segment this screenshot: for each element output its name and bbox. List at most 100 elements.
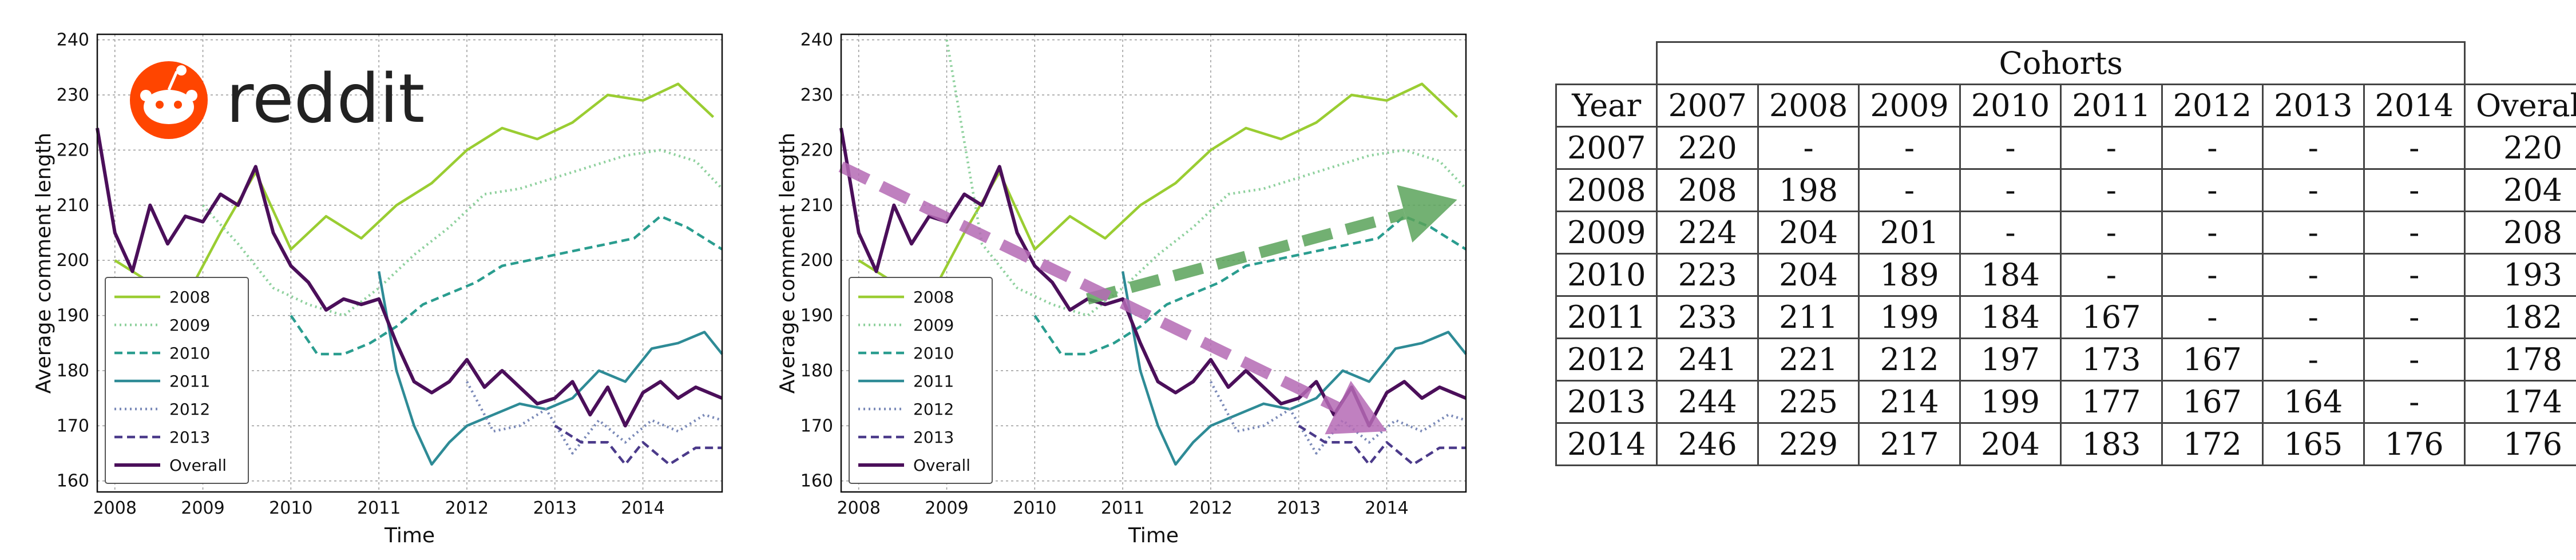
- table-cell: -: [2061, 169, 2162, 212]
- series-line-2009: [203, 150, 722, 315]
- table-cell: -: [2364, 212, 2464, 254]
- series-line-2010: [1035, 216, 1466, 354]
- table-cell: 184: [1960, 296, 2060, 339]
- table-cell: 174: [2464, 381, 2576, 423]
- table-cell: 204: [2464, 169, 2576, 212]
- logo-eye-right: [174, 101, 182, 109]
- table-cell: 201: [1859, 212, 1960, 254]
- table-cell: 217: [1859, 423, 1960, 466]
- table-cell: 246: [1657, 423, 1758, 466]
- x-tick-label: 2014: [621, 498, 664, 518]
- x-tick-label: 2012: [1189, 498, 1232, 518]
- table-cell: 193: [2464, 254, 2576, 296]
- table-cell: -: [2263, 254, 2364, 296]
- table-header-cell: 2009: [1859, 85, 1960, 127]
- table-cell: 184: [1960, 254, 2060, 296]
- table-cell: -: [2162, 296, 2262, 339]
- table-header-cell: 2010: [1960, 85, 2060, 127]
- x-tick-label: 2010: [269, 498, 312, 518]
- table-cell: -: [2364, 169, 2464, 212]
- table-cell: 220: [1657, 127, 1758, 169]
- table-cell: 2012: [1556, 339, 1657, 381]
- table-header-cell: Year: [1556, 85, 1657, 127]
- table-cell: 167: [2162, 339, 2262, 381]
- y-tick-label: 230: [57, 85, 89, 105]
- table-header-cell: Overall: [2464, 85, 2576, 127]
- table-cell: -: [2162, 254, 2262, 296]
- table-cell: -: [1960, 169, 2060, 212]
- series-line-2013: [555, 426, 722, 464]
- legend-label-2008: 2008: [169, 288, 210, 307]
- table-cell: 233: [1657, 296, 1758, 339]
- table-cell: -: [2061, 127, 2162, 169]
- legend-label-2013: 2013: [169, 428, 210, 447]
- series-line-2010: [291, 216, 722, 354]
- table-cell: -: [1960, 127, 2060, 169]
- table-header-cell: 2011: [2061, 85, 2162, 127]
- table-cell: 224: [1657, 212, 1758, 254]
- table-cell: 176: [2364, 423, 2464, 466]
- table-cell: 2011: [1556, 296, 1657, 339]
- legend-label-2011: 2011: [169, 372, 210, 391]
- y-tick-label: 210: [800, 196, 833, 216]
- logo-eye-left: [156, 101, 164, 109]
- table-cell: 225: [1758, 381, 1858, 423]
- x-tick-label: 2014: [1365, 498, 1408, 518]
- y-tick-label: 160: [800, 471, 833, 491]
- x-tick-label: 2013: [1277, 498, 1321, 518]
- table-cell: -: [2263, 127, 2364, 169]
- series-line-2011: [1123, 272, 1466, 464]
- legend-label-2009: 2009: [169, 316, 210, 335]
- y-tick-label: 190: [57, 306, 89, 326]
- y-axis-label: Average comment length: [776, 133, 799, 394]
- table-cell: 189: [1859, 254, 1960, 296]
- table-cell: -: [2162, 169, 2262, 212]
- legend-label-2010: 2010: [913, 344, 954, 363]
- x-axis-label: Time: [1128, 524, 1179, 547]
- y-tick-label: 220: [800, 140, 833, 160]
- table-cell: -: [1859, 169, 1960, 212]
- table-cell: 176: [2464, 423, 2576, 466]
- table-cell: -: [2061, 212, 2162, 254]
- y-tick-label: 180: [57, 361, 89, 381]
- logo-wordmark: reddit: [226, 59, 425, 138]
- series-line-2011: [379, 272, 722, 464]
- logo-ear-right: [186, 90, 197, 101]
- table-cell: 208: [2464, 212, 2576, 254]
- series-line-2008: [859, 84, 1457, 299]
- table-cell: 2010: [1556, 254, 1657, 296]
- table-cell: 2013: [1556, 381, 1657, 423]
- x-tick-label: 2011: [357, 498, 401, 518]
- table-cell: -: [2162, 127, 2262, 169]
- table-cell: 212: [1859, 339, 1960, 381]
- legend-label-2012: 2012: [913, 400, 954, 419]
- table-cell: -: [1758, 127, 1858, 169]
- table-cell: 2007: [1556, 127, 1657, 169]
- y-tick-label: 240: [57, 30, 89, 50]
- table-cell: -: [2364, 254, 2464, 296]
- table-header-cell: 2008: [1758, 85, 1858, 127]
- x-tick-label: 2013: [533, 498, 577, 518]
- table-cell: -: [2263, 296, 2364, 339]
- table-cell: 208: [1657, 169, 1758, 212]
- table-header-cell: 2013: [2263, 85, 2364, 127]
- y-tick-label: 170: [800, 416, 833, 436]
- legend-label-2012: 2012: [169, 400, 210, 419]
- table-corner: [1556, 42, 1657, 85]
- table-cell: -: [1859, 127, 1960, 169]
- logo-ear-left: [140, 90, 152, 101]
- legend-label-2013: 2013: [913, 428, 954, 447]
- table-cell: 204: [1960, 423, 2060, 466]
